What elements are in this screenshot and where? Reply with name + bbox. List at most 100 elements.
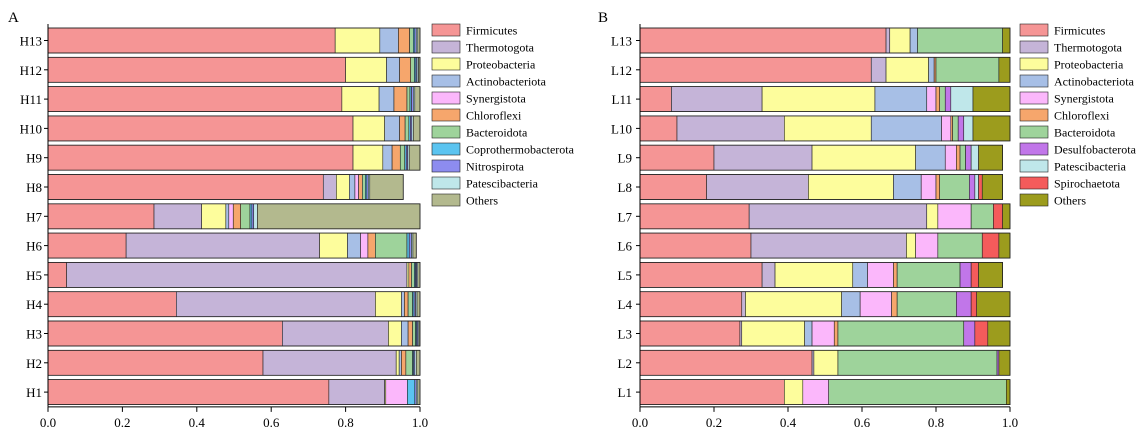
bar-segment-l9-thermotogota [713, 144, 813, 171]
bar-segment-h9-others [408, 144, 421, 171]
bar-segment-l6-others [998, 232, 1011, 259]
bar-segment-l1-bacteroidota [828, 379, 1007, 405]
bar-segment-h6-proteobacteria [319, 232, 348, 259]
legend-swatch-synergistota [431, 91, 461, 105]
x-tick-label: 0.2 [706, 415, 722, 430]
category-label-h7: H7 [26, 209, 42, 224]
bar-segment-l8-proteobacteria [808, 174, 894, 200]
bar-segment-l2-others [998, 349, 1011, 376]
bar-segment-h13-chloroflexi [398, 27, 410, 54]
bar-segment-l8-spirochaetota [978, 174, 983, 200]
legend-swatch-chloroflexi [431, 108, 461, 122]
bar-segment-l8-thermotogota [706, 174, 809, 200]
bar-segment-l10-thermotogota [676, 115, 785, 142]
bar-segment-h1-thermotogota [328, 379, 385, 405]
bar-segment-l4-synergistota [859, 291, 892, 318]
legend-swatch-firmicutes [1019, 23, 1049, 37]
bar-segment-l3-firmicutes [639, 320, 741, 347]
legend-label-thermotogota: Thermotogota [1054, 41, 1123, 55]
legend-swatch-patescibacteria [1019, 159, 1049, 173]
category-label-h11: H11 [20, 92, 42, 107]
bar-segment-h12-chloroflexi [399, 56, 412, 83]
bar-segment-l13-others [1002, 27, 1011, 54]
legend-swatch-desulfobacterota [1019, 142, 1049, 156]
bar-segment-h3-firmicutes [47, 320, 283, 347]
bar-segment-h11-others [414, 86, 421, 112]
bar-segment-l7-thermotogota [748, 203, 928, 230]
bar-segment-h13-proteobacteria [334, 27, 381, 54]
bar-segment-l12-thermotogota [870, 56, 887, 83]
category-label-h6: H6 [26, 239, 42, 254]
category-label-l10: L10 [611, 121, 632, 136]
category-label-l12: L12 [611, 63, 632, 78]
bar-segment-h10-actinobacteriota [384, 115, 400, 142]
bar-segment-l8-chloroflexi [935, 174, 941, 200]
bar-segment-l9-firmicutes [639, 144, 715, 171]
bar-segment-l8-others [981, 174, 1003, 200]
bar-segment-l10-actinobacteriota [870, 115, 942, 142]
bar-segment-h9-proteobacteria [352, 144, 384, 171]
bar-segment-l7-synergistota [937, 203, 972, 230]
legend-label-actinobacteriota: Actinobacteriota [1054, 75, 1135, 89]
category-label-l4: L4 [618, 297, 633, 312]
bar-segment-l1-synergistota [802, 379, 829, 405]
bar-segment-l3-synergistota [811, 320, 835, 347]
x-tick-label: 0.4 [780, 415, 797, 430]
bar-segment-h7-thermotogota [153, 203, 202, 230]
bar-segment-l10-synergistota [941, 115, 952, 142]
bar-segment-l6-spirochaetota [981, 232, 1000, 259]
bar-segment-l4-actinobacteriota [841, 291, 861, 318]
x-tick-label: 0.0 [632, 415, 648, 430]
bar-segment-l1-firmicutes [639, 379, 785, 405]
bar-segment-h4-thermotogota [176, 291, 376, 318]
bar-segment-h2-thermotogota [262, 349, 397, 376]
bar-segment-l3-bacteroidota [837, 320, 965, 347]
bar-segment-l8-bacteroidota [939, 174, 970, 200]
category-label-l3: L3 [618, 327, 632, 342]
bar-segment-h11-actinobacteriota [378, 86, 395, 112]
category-label-l6: L6 [618, 239, 633, 254]
bar-segment-l11-chloroflexi [935, 86, 941, 112]
bar-segment-l11-others [972, 86, 1011, 112]
bar-segment-l9-actinobacteriota [915, 144, 946, 171]
bar-segment-h2-actinobacteriota [398, 349, 402, 376]
bar-segment-h5-chloroflexi [408, 262, 412, 288]
bar-segment-l5-actinobacteriota [852, 262, 868, 288]
bar-segment-l2-proteobacteria [813, 349, 839, 376]
bar-segment-h6-chloroflexi [367, 232, 376, 259]
legend-swatch-patescibacteria [431, 176, 461, 190]
bar-segment-h10-others [412, 115, 421, 142]
bar-segment-l6-thermotogota [750, 232, 907, 259]
bar-segment-l4-proteobacteria [745, 291, 842, 318]
x-tick-label: 1.0 [1002, 415, 1018, 430]
bar-segment-h7-synergistota [228, 203, 234, 230]
bar-segment-l7-spirochaetota [993, 203, 1003, 230]
category-label-h9: H9 [26, 151, 42, 166]
bar-segment-h7-patescibacteria [253, 203, 258, 230]
bar-segment-l3-proteobacteria [741, 320, 805, 347]
bar-segment-l10-patescibacteria [963, 115, 974, 142]
bar-segment-h7-proteobacteria [201, 203, 227, 230]
bar-segment-h7-actinobacteriota [225, 203, 230, 230]
legend-label-chloroflexi: Chloroflexi [1054, 109, 1110, 123]
bar-segment-h6-bacteroidota [375, 232, 408, 259]
bar-segment-l11-firmicutes [639, 86, 672, 112]
x-tick-label: 0.4 [189, 415, 206, 430]
bar-segment-l7-firmicutes [639, 203, 750, 230]
bar-segment-l12-actinobacteriota [928, 56, 935, 83]
bar-segment-h12-actinobacteriota [386, 56, 400, 83]
bar-segment-h2-proteobacteria [395, 349, 400, 376]
bar-segment-h8-proteobacteria [335, 174, 350, 200]
bar-segment-h13-firmicutes [47, 27, 336, 54]
bar-segment-h1-firmicutes [47, 379, 330, 405]
bar-segment-l4-desulfobacterota [956, 291, 972, 318]
bar-segment-h12-firmicutes [47, 56, 346, 83]
bar-segment-h4-others [416, 291, 421, 318]
bar-segment-l3-others [987, 320, 1011, 347]
category-label-l11: L11 [612, 92, 632, 107]
legend-label-desulfobacterota: Desulfobacterota [1054, 143, 1137, 157]
bar-segment-l7-others [1002, 203, 1011, 230]
bar-segment-l6-synergistota [915, 232, 939, 259]
category-label-h13: H13 [20, 34, 42, 49]
legend-swatch-synergistota [1019, 91, 1049, 105]
